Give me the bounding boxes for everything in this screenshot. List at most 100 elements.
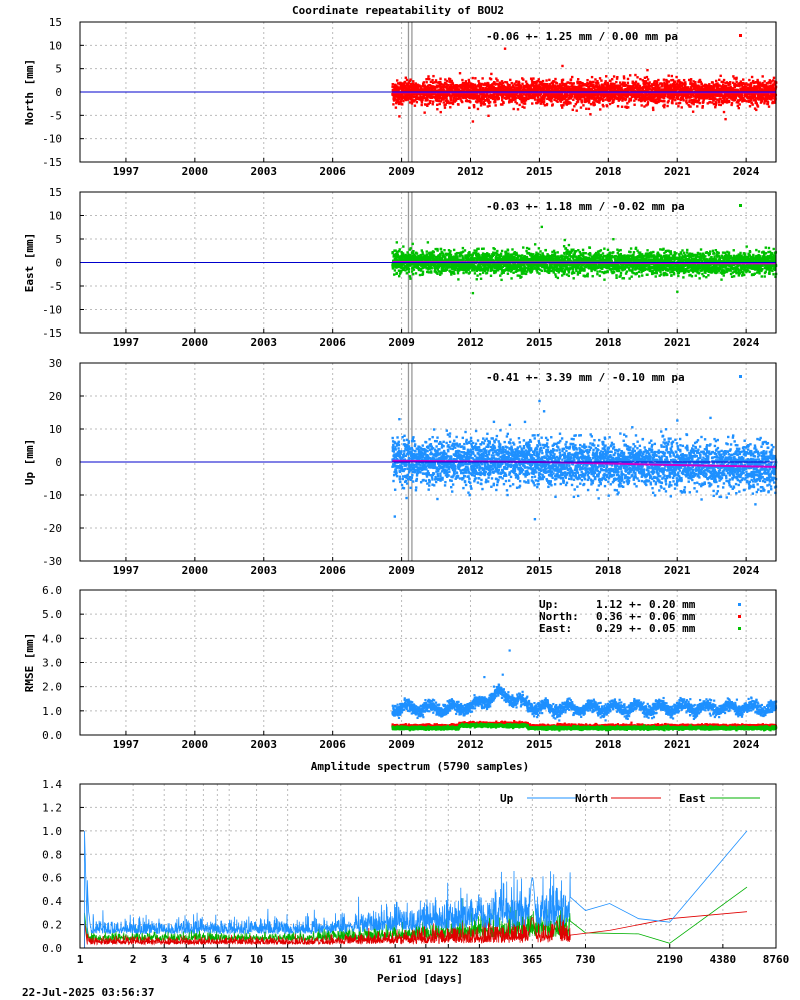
data-point	[745, 100, 748, 103]
data-point	[440, 86, 443, 89]
data-point	[482, 97, 485, 100]
data-point	[689, 80, 692, 83]
data-point	[499, 82, 502, 85]
data-point	[608, 102, 612, 106]
data-point	[624, 97, 628, 101]
data-point	[449, 250, 452, 253]
data-point	[472, 83, 475, 87]
data-point	[529, 92, 533, 95]
data-point	[600, 96, 603, 99]
data-point	[454, 84, 457, 87]
data-point	[756, 105, 760, 108]
data-point	[412, 268, 416, 271]
data-point	[556, 100, 559, 103]
data-point	[534, 88, 538, 92]
data-point	[597, 85, 601, 89]
data-point	[586, 95, 589, 98]
data-point	[650, 83, 654, 86]
data-point	[638, 89, 641, 92]
data-point	[522, 78, 525, 81]
y-tick-label: 0	[55, 86, 62, 99]
data-point	[395, 101, 398, 105]
data-point	[425, 78, 428, 81]
data-point	[589, 102, 593, 106]
data-point	[606, 96, 609, 99]
data-point	[653, 86, 657, 89]
data-point	[407, 270, 411, 273]
data-point	[460, 95, 463, 98]
data-point	[587, 82, 590, 85]
data-point	[504, 80, 507, 84]
data-point	[404, 86, 408, 89]
data-point	[444, 103, 447, 106]
data-point	[399, 100, 403, 103]
x-tick-label: 1997	[113, 336, 140, 349]
data-point	[500, 96, 504, 99]
data-point	[653, 95, 656, 98]
data-point	[608, 98, 612, 101]
data-point	[644, 80, 648, 83]
data-point	[553, 98, 556, 102]
data-point	[532, 77, 535, 80]
data-point	[652, 92, 656, 95]
data-point	[536, 79, 540, 83]
data-point	[445, 96, 448, 99]
data-point	[408, 275, 412, 278]
data-point	[551, 103, 554, 106]
data-point	[565, 92, 569, 96]
data-point	[436, 257, 439, 260]
data-point	[471, 76, 474, 80]
data-series	[391, 47, 778, 123]
data-point	[553, 80, 556, 83]
data-point	[531, 102, 534, 105]
data-point	[434, 92, 437, 95]
data-point	[439, 247, 443, 251]
data-point	[667, 84, 670, 87]
data-point	[634, 83, 637, 86]
data-point	[421, 272, 425, 276]
data-point	[608, 96, 611, 100]
data-point	[650, 84, 653, 88]
data-point	[612, 85, 615, 88]
data-point	[519, 88, 522, 91]
data-point	[423, 103, 427, 106]
data-point	[412, 80, 415, 83]
data-point	[428, 88, 431, 92]
y-tick-label: -10	[42, 304, 62, 317]
data-point	[599, 108, 602, 111]
data-point	[515, 80, 518, 83]
data-point	[651, 95, 654, 98]
data-point	[451, 101, 455, 105]
data-point	[410, 83, 413, 86]
data-point	[735, 76, 738, 80]
data-point	[680, 106, 683, 109]
data-point	[737, 106, 740, 110]
data-point	[524, 80, 528, 83]
data-point	[467, 84, 471, 87]
data-point	[644, 83, 647, 86]
data-point	[475, 94, 479, 97]
data-point	[401, 252, 405, 255]
data-point	[414, 272, 418, 275]
data-point	[398, 88, 401, 91]
data-point	[408, 94, 412, 97]
data-point	[401, 96, 404, 100]
data-point	[697, 85, 701, 88]
data-point	[594, 78, 597, 81]
data-point	[446, 85, 449, 89]
data-point	[650, 89, 654, 93]
data-point	[616, 75, 619, 79]
data-point	[396, 100, 400, 104]
data-point	[479, 101, 482, 105]
data-point	[562, 82, 566, 86]
data-point	[529, 77, 533, 80]
data-point	[438, 93, 442, 96]
x-tick-label: 1997	[113, 165, 140, 178]
data-point	[632, 83, 635, 86]
data-point	[601, 97, 604, 101]
data-point	[409, 93, 412, 96]
y-tick-label: -10	[42, 133, 62, 146]
data-point	[393, 269, 397, 272]
data-point	[580, 101, 584, 104]
